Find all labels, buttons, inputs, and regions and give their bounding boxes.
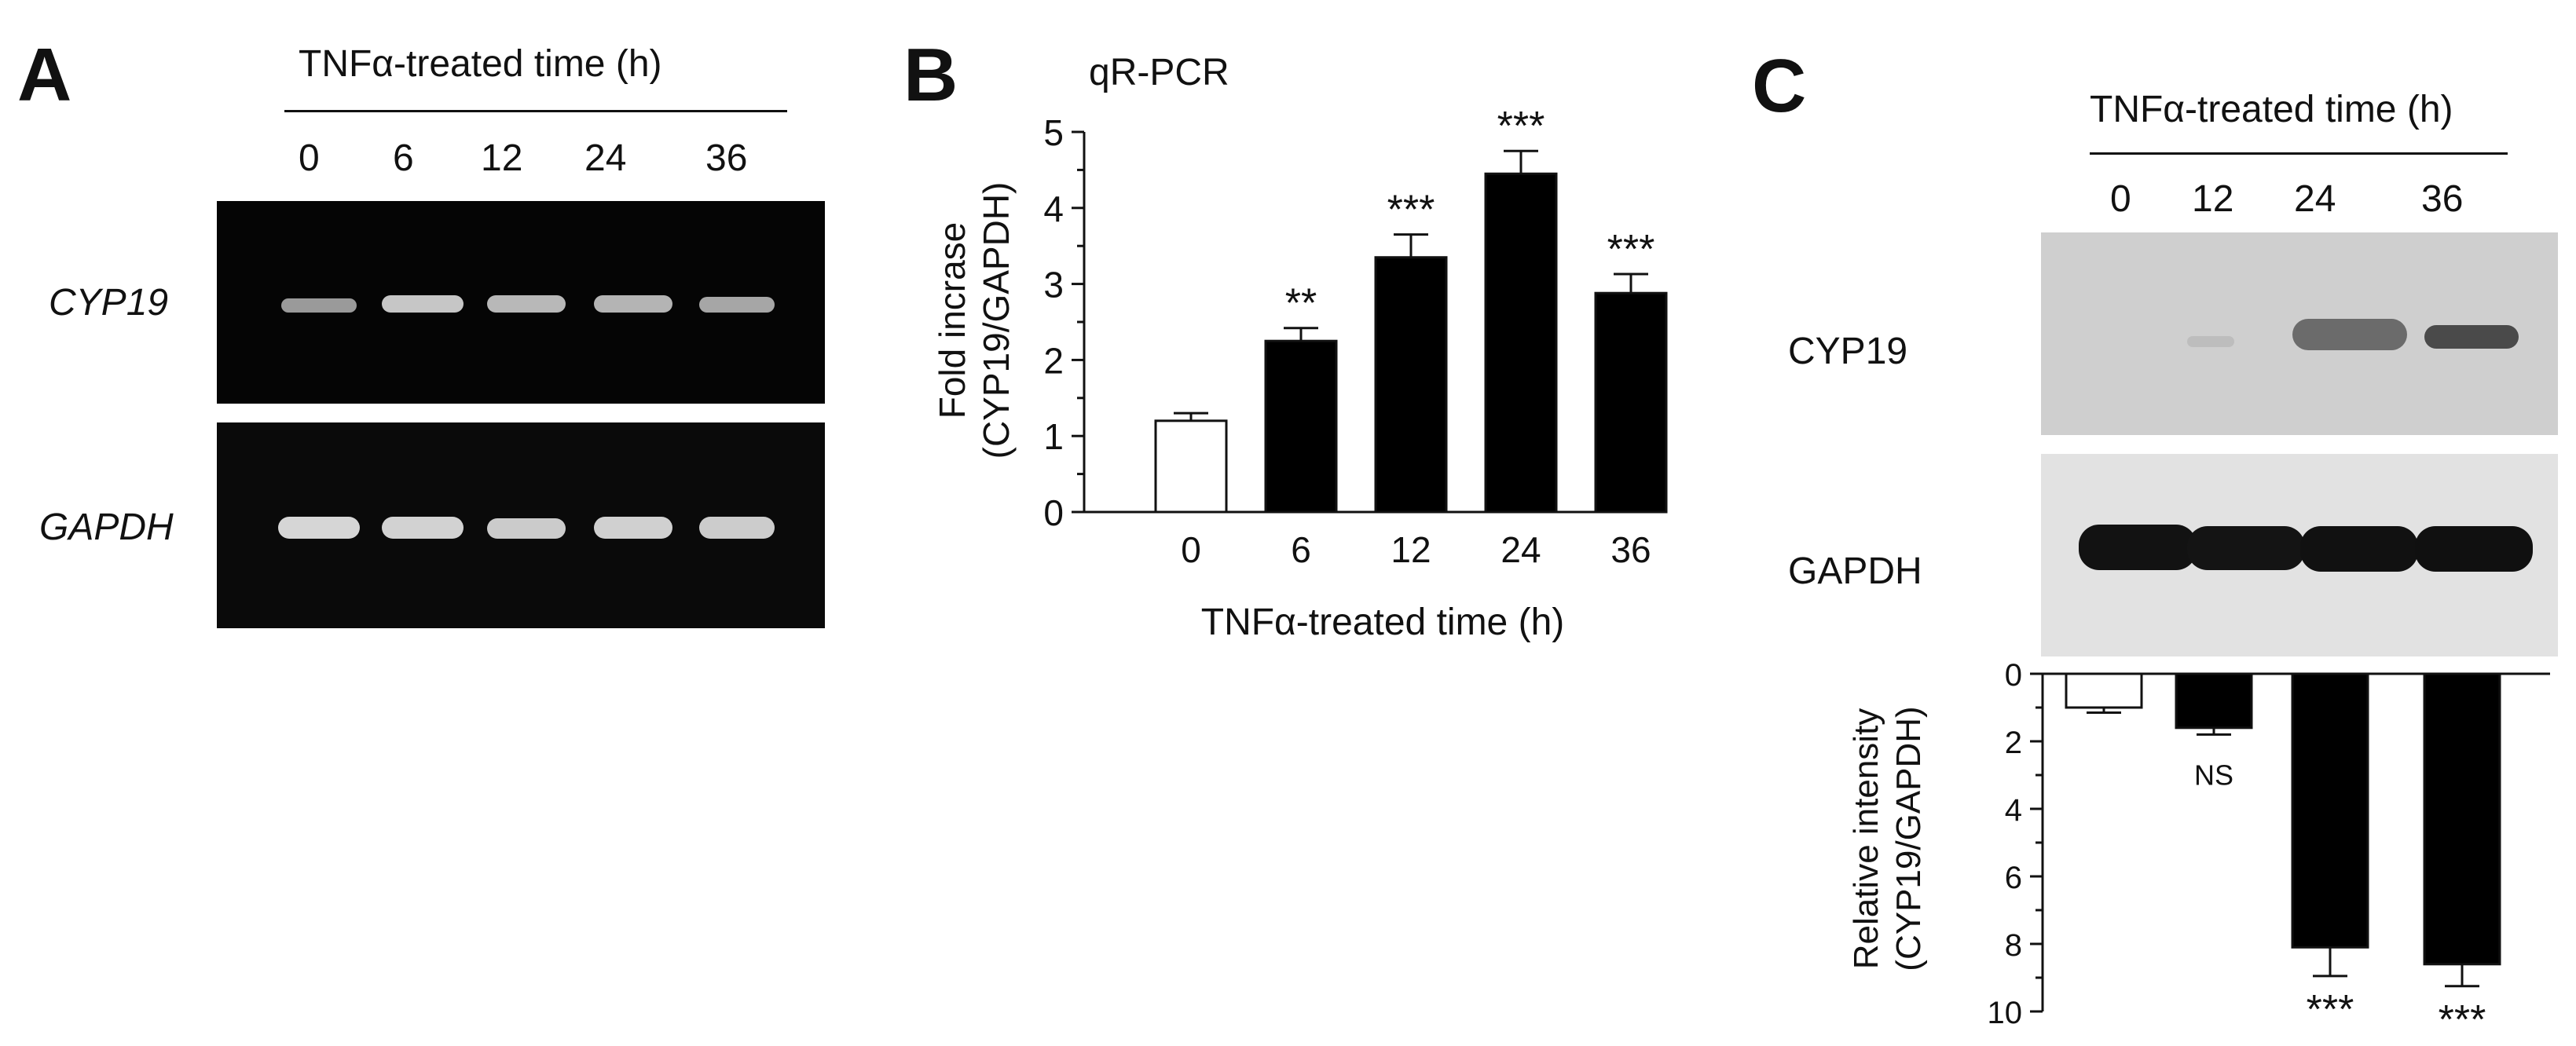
panel-c-lane-label: 24 xyxy=(2294,178,2336,220)
chart-c-significance: NS xyxy=(2194,759,2233,791)
gel-band xyxy=(281,298,357,313)
chart-c-y-tick-label: 2 xyxy=(2005,726,2022,760)
chart-b-x-tick-label: 36 xyxy=(1610,529,1651,570)
panel-c-header-rule xyxy=(2090,152,2508,155)
gel-image-gapdh xyxy=(217,422,825,628)
protein-label-gapdh: GAPDH xyxy=(1788,550,1922,592)
gel-band xyxy=(382,517,464,539)
panel-c-lane-label: 12 xyxy=(2192,178,2234,220)
chart-c-y-tick-label: 10 xyxy=(1988,996,2023,1030)
blot-band xyxy=(2424,325,2519,349)
chart-c-y-tick-label: 6 xyxy=(2005,861,2022,895)
chart-b-title: qR-PCR xyxy=(1089,52,1229,93)
chart-c-y-tick-label: 4 xyxy=(2005,793,2022,828)
blot-band xyxy=(2187,526,2305,570)
panel-a-lane-label: 24 xyxy=(584,137,627,179)
chart-c-y-tick-label: 0 xyxy=(2005,658,2022,693)
gel-band xyxy=(594,295,672,313)
chart-c-bar xyxy=(2175,672,2253,730)
blot-band xyxy=(2300,526,2418,572)
chart-b-bar xyxy=(1154,419,1228,514)
chart-b-y-tick-label: 4 xyxy=(1043,188,1064,229)
chart-c-y-tick-label: 8 xyxy=(2005,928,2022,963)
panel-c-header: TNFα-treated time (h) xyxy=(2090,89,2453,130)
chart-b-x-tick-label: 0 xyxy=(1181,529,1201,570)
chart-b-significance: ** xyxy=(1285,281,1317,327)
gel-band xyxy=(278,517,360,539)
gel-image-cyp19 xyxy=(217,201,825,404)
gel-band xyxy=(487,295,566,313)
gel-band xyxy=(382,295,464,313)
chart-b-significance: *** xyxy=(1607,227,1655,272)
panel-a-lane-label: 12 xyxy=(481,137,523,179)
blot-band xyxy=(2187,336,2234,347)
chart-c-significance: *** xyxy=(2439,997,2486,1043)
chart-b-y-tick-label: 2 xyxy=(1043,340,1064,381)
chart-b-x-tick-label: 6 xyxy=(1291,529,1311,570)
chart-b-significance: *** xyxy=(1387,188,1435,233)
panel-b-letter: B xyxy=(903,33,958,117)
panel-a-lane-label: 6 xyxy=(393,137,414,179)
western-blot-gapdh xyxy=(2041,454,2558,656)
panel-a-letter: A xyxy=(17,33,72,117)
gel-band xyxy=(699,297,775,313)
gel-band xyxy=(487,518,566,539)
chart-c-y-axis-label-line: Relative intensity xyxy=(1847,708,1885,970)
chart-b-y-axis-label: Fold incrase (CYP19/GAPDH) xyxy=(932,182,1017,459)
chart-c-y-axis-label-line: (CYP19/GAPDH) xyxy=(1889,706,1928,971)
chart-b-y-tick-label: 1 xyxy=(1043,416,1064,457)
blot-band xyxy=(2415,526,2533,572)
chart-c-bar xyxy=(2423,672,2501,966)
chart-b-y-tick-label: 3 xyxy=(1043,265,1064,305)
chart-b-significance: *** xyxy=(1497,104,1545,149)
panel-a-header-rule xyxy=(284,110,787,112)
panel-c-lane-label: 36 xyxy=(2421,178,2464,220)
chart-b-y-tick-label: 5 xyxy=(1043,112,1064,153)
chart-b-y-tick-label: 0 xyxy=(1043,492,1064,533)
panel-a-lane-label: 0 xyxy=(299,137,320,179)
chart-b-x-axis-label: TNFα-treated time (h) xyxy=(1201,602,1565,643)
blot-band xyxy=(2292,319,2407,350)
chart-b-bar xyxy=(1594,291,1668,514)
gene-label-gapdh: GAPDH xyxy=(39,507,174,548)
blot-band xyxy=(2079,525,2197,570)
gel-band xyxy=(594,517,672,539)
protein-label-cyp19: CYP19 xyxy=(1788,331,1908,372)
panel-c-letter: C xyxy=(1752,44,1807,128)
chart-b-bar xyxy=(1264,339,1338,514)
chart-c-bar xyxy=(2065,672,2143,709)
chart-b-x-tick-label: 24 xyxy=(1501,529,1541,570)
chart-c-bar xyxy=(2291,672,2369,949)
panel-a-header: TNFα-treated time (h) xyxy=(299,43,662,85)
chart-c-y-axis-label: Relative intensity (CYP19/GAPDH) xyxy=(1847,706,1928,971)
chart-c-significance: *** xyxy=(2307,987,2354,1033)
panel-c-lane-label: 0 xyxy=(2110,178,2131,220)
chart-b-x-tick-label: 12 xyxy=(1391,529,1431,570)
western-blot-cyp19 xyxy=(2041,232,2558,435)
panel-a-lane-label: 36 xyxy=(705,137,748,179)
chart-b-y-axis-label-line: Fold incrase xyxy=(932,222,973,419)
gel-band xyxy=(699,517,775,539)
gene-label-cyp19: CYP19 xyxy=(49,282,169,324)
chart-b-y-axis-label-line: (CYP19/GAPDH) xyxy=(976,182,1017,459)
